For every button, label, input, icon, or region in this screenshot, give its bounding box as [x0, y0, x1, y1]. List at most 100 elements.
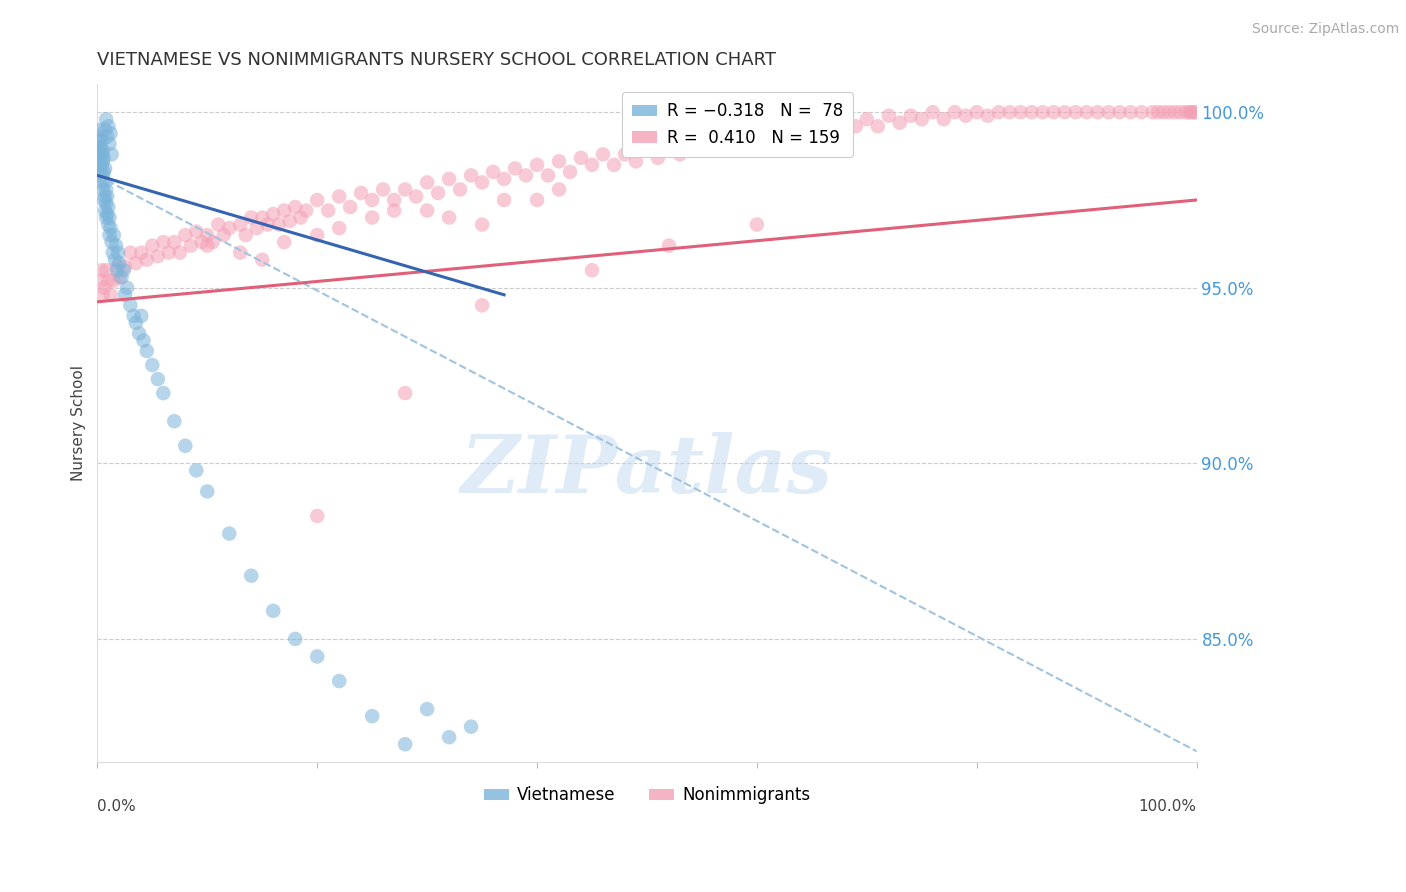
- Point: [658, 238, 681, 252]
- Point: [460, 169, 482, 183]
- Point: [307, 228, 329, 243]
- Point: [1053, 105, 1076, 120]
- Point: [724, 129, 747, 144]
- Point: [91, 154, 114, 169]
- Point: [779, 129, 801, 144]
- Point: [526, 158, 548, 172]
- Point: [108, 256, 131, 270]
- Point: [382, 193, 405, 207]
- Point: [90, 176, 112, 190]
- Point: [284, 632, 307, 646]
- Point: [614, 147, 637, 161]
- Point: [494, 172, 516, 186]
- Point: [394, 386, 416, 401]
- Point: [163, 414, 186, 428]
- Point: [834, 116, 856, 130]
- Point: [845, 120, 868, 134]
- Point: [636, 140, 658, 154]
- Point: [132, 334, 155, 348]
- Point: [94, 161, 117, 176]
- Point: [146, 249, 169, 263]
- Point: [186, 225, 208, 239]
- Point: [98, 228, 121, 243]
- Point: [328, 221, 350, 235]
- Point: [262, 207, 284, 221]
- Point: [361, 193, 384, 207]
- Point: [90, 165, 112, 179]
- Point: [624, 154, 647, 169]
- Point: [768, 122, 790, 136]
- Point: [1147, 105, 1170, 120]
- Point: [307, 193, 329, 207]
- Point: [103, 274, 125, 288]
- Point: [141, 358, 163, 372]
- Point: [218, 526, 240, 541]
- Point: [105, 238, 128, 252]
- Point: [558, 165, 581, 179]
- Point: [89, 133, 111, 147]
- Point: [679, 133, 702, 147]
- Text: VIETNAMESE VS NONIMMIGRANTS NURSERY SCHOOL CORRELATION CHART: VIETNAMESE VS NONIMMIGRANTS NURSERY SCHO…: [97, 51, 776, 69]
- Point: [141, 238, 163, 252]
- Point: [186, 463, 208, 477]
- Point: [658, 136, 681, 151]
- Point: [135, 343, 157, 358]
- Point: [256, 218, 278, 232]
- Point: [955, 109, 977, 123]
- Point: [94, 122, 117, 136]
- Text: ZIPatlas: ZIPatlas: [461, 432, 832, 509]
- Point: [101, 245, 124, 260]
- Point: [1042, 105, 1064, 120]
- Point: [889, 116, 911, 130]
- Point: [361, 211, 384, 225]
- Point: [122, 309, 145, 323]
- Point: [307, 649, 329, 664]
- Point: [120, 298, 142, 312]
- Point: [1076, 105, 1098, 120]
- Point: [104, 252, 127, 267]
- Point: [105, 263, 128, 277]
- Point: [713, 140, 735, 154]
- Point: [235, 228, 257, 243]
- Point: [110, 270, 132, 285]
- Point: [90, 151, 112, 165]
- Point: [526, 193, 548, 207]
- Point: [115, 281, 138, 295]
- Point: [97, 120, 120, 134]
- Point: [1010, 105, 1032, 120]
- Point: [1182, 105, 1205, 120]
- Point: [515, 169, 537, 183]
- Point: [87, 140, 110, 154]
- Point: [93, 151, 115, 165]
- Point: [246, 221, 269, 235]
- Point: [96, 207, 118, 221]
- Point: [252, 252, 274, 267]
- Point: [94, 189, 117, 203]
- Point: [103, 228, 125, 243]
- Point: [460, 720, 482, 734]
- Point: [114, 260, 136, 274]
- Point: [105, 260, 128, 274]
- Legend: Vietnamese, Nonimmigrants: Vietnamese, Nonimmigrants: [477, 780, 817, 811]
- Point: [107, 245, 129, 260]
- Point: [1168, 105, 1191, 120]
- Point: [449, 182, 471, 196]
- Point: [89, 147, 111, 161]
- Point: [157, 245, 180, 260]
- Point: [152, 235, 174, 249]
- Point: [1130, 105, 1153, 120]
- Point: [1064, 105, 1087, 120]
- Point: [328, 673, 350, 688]
- Point: [90, 129, 112, 144]
- Point: [90, 158, 112, 172]
- Point: [195, 484, 218, 499]
- Point: [229, 218, 252, 232]
- Point: [174, 228, 197, 243]
- Point: [98, 136, 121, 151]
- Point: [195, 238, 218, 252]
- Point: [89, 122, 111, 136]
- Point: [96, 189, 118, 203]
- Point: [273, 235, 295, 249]
- Point: [91, 144, 114, 158]
- Point: [1032, 105, 1054, 120]
